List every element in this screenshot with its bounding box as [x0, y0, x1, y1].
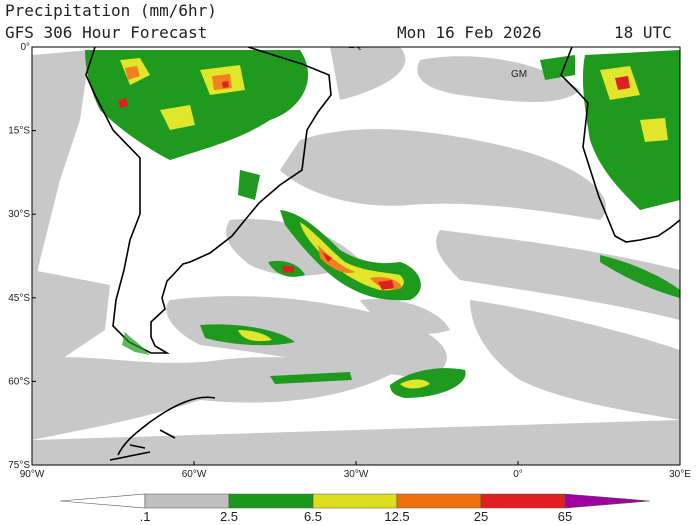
lon-label: 30°W: [344, 469, 369, 480]
axes: 0° 15°S 30°S 45°S 60°S 75°S90°W 60°W 30°W 0° 30°E: [8, 42, 691, 480]
lat-label: 60°S: [8, 376, 30, 387]
valid-date: Mon 16 Feb 2026: [397, 23, 542, 42]
color-swatch: [59, 493, 146, 509]
meridian-label: GM: [511, 69, 527, 80]
color-swatch: [312, 493, 398, 509]
lat-label: 75°S: [8, 460, 30, 471]
valid-time: 18 UTC: [614, 23, 672, 42]
lat-label: 0°: [20, 42, 30, 53]
lon-label: 60°W: [182, 469, 207, 480]
color-swatch: [480, 493, 566, 509]
legend-label: 25: [474, 509, 488, 524]
legend-label: .1: [140, 509, 151, 524]
lat-label: 15°S: [8, 126, 30, 137]
map-field: EQ GM: [32, 40, 680, 465]
lon-label: 90°W: [20, 469, 45, 480]
color-swatch: [228, 493, 314, 509]
legend-label: 2.5: [220, 509, 238, 524]
subtitle: GFS 306 Hour Forecast: [5, 23, 207, 42]
legend: .1 2.5 6.5 12.5 25 65: [59, 493, 651, 524]
equator-label: EQ: [348, 40, 363, 51]
color-swatch: [144, 493, 230, 509]
lon-label: 0°: [513, 469, 523, 480]
lat-label: 30°S: [8, 209, 30, 220]
legend-label: 65: [558, 509, 572, 524]
lat-label: 45°S: [8, 293, 30, 304]
color-swatch: [564, 493, 651, 509]
legend-label: 12.5: [384, 509, 409, 524]
title: Precipitation (mm/6hr): [5, 1, 217, 20]
lon-label: 30°E: [669, 469, 691, 480]
legend-label: 6.5: [304, 509, 322, 524]
color-swatch: [396, 493, 482, 509]
